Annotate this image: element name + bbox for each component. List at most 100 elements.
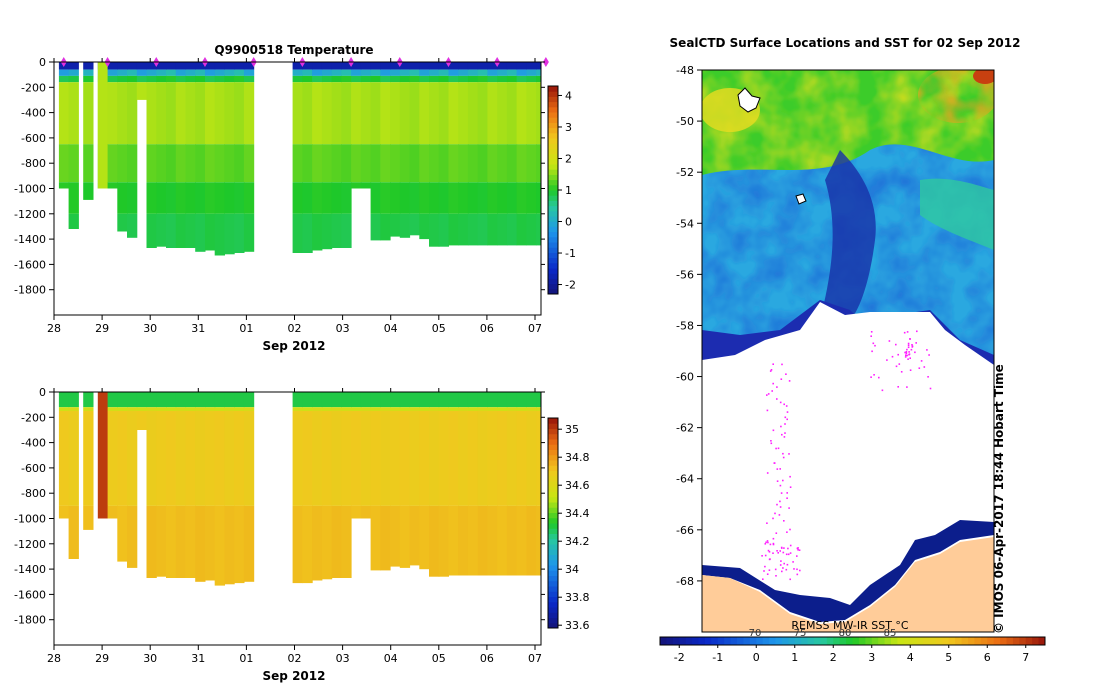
cell-1-26-0 xyxy=(360,392,372,408)
salinity-y-axis: 0 -200 -400 -600 -800 -1000 -1200 -1400 -1600 -18… xyxy=(14,386,545,627)
cell-0-39-3 xyxy=(487,82,498,145)
cell-0-6-2 xyxy=(127,75,138,83)
cell-1-43-1 xyxy=(526,407,537,411)
salCbar-seg-7 xyxy=(548,586,558,592)
cell-0-16-3 xyxy=(224,82,235,145)
cell-0-19-3 xyxy=(292,82,303,145)
sst-cbar-seg-27 xyxy=(833,637,841,645)
cell-0-38-6 xyxy=(477,213,488,246)
xtick-label-1-1: 29 xyxy=(95,652,109,665)
cell-1-0-0 xyxy=(58,392,70,408)
cell-0-40-2 xyxy=(497,75,508,83)
track-dot-117 xyxy=(872,342,875,345)
track-dot-151 xyxy=(908,353,910,356)
track-dot-29 xyxy=(775,447,777,450)
tempCbar-seg-21 xyxy=(548,179,558,186)
sst-cbar-seg-53 xyxy=(1000,637,1007,645)
cell-1-40-2 xyxy=(497,411,508,506)
cell-1-0-2 xyxy=(58,411,70,506)
salCbar-seg-22 xyxy=(548,507,558,513)
cell-0-42-4 xyxy=(516,144,527,183)
track-dot-58 xyxy=(772,537,775,540)
tempCbar-seg-8 xyxy=(548,247,558,253)
cell-0-29-3 xyxy=(390,82,401,145)
ytick-label-0-2: -400 xyxy=(21,107,46,120)
sst-cbar-label-6: 4 xyxy=(907,651,914,664)
sst-cbar-seg-15 xyxy=(756,637,764,645)
cell-0-44-5 xyxy=(536,182,541,214)
cell-1-38-0 xyxy=(477,392,488,408)
cell-1-1-0 xyxy=(68,392,79,408)
cell-0-7-2 xyxy=(136,75,148,83)
salCbar-seg-16 xyxy=(548,538,558,545)
cell-0-12-0 xyxy=(185,62,196,70)
track-dot-74 xyxy=(775,575,777,577)
track-dot-53 xyxy=(783,520,785,522)
cell-1-21-2 xyxy=(312,411,323,506)
cell-1-9-1 xyxy=(156,407,167,411)
cell-0-34-0 xyxy=(438,62,449,70)
track-dot-99 xyxy=(789,552,792,554)
salCbar-label-5: 34.6 xyxy=(565,479,590,492)
cell-0-9-5 xyxy=(156,182,167,214)
cell-0-34-1 xyxy=(438,69,449,76)
cell-0-42-2 xyxy=(516,75,527,83)
cell-0-23-0 xyxy=(331,62,342,70)
sst-cbar-seg-13 xyxy=(743,637,751,645)
cell-1-2-0 xyxy=(83,392,94,408)
cell-1-9-2 xyxy=(156,411,167,506)
cell-0-44-2 xyxy=(536,75,541,83)
salCbar-seg-25 xyxy=(548,491,558,498)
cell-0-14-5 xyxy=(205,182,216,214)
cell-1-26-1 xyxy=(360,407,372,411)
track-dot-90 xyxy=(798,549,801,551)
track-dot-149 xyxy=(907,344,910,347)
cell-0-17-3 xyxy=(234,82,245,145)
cell-0-30-3 xyxy=(399,82,411,145)
cell-1-7-2 xyxy=(136,411,148,430)
sst-cbar-seg-35 xyxy=(884,637,892,645)
sst-cbar-seg-4 xyxy=(685,637,693,645)
cell-1-35-3 xyxy=(448,505,459,576)
sst-cbar-seg-43 xyxy=(935,637,943,645)
sst-green-patch-east xyxy=(920,178,994,250)
cell-0-29-1 xyxy=(390,69,401,76)
track-dot-69 xyxy=(774,568,777,571)
sst-source-label: REMSS MW-IR SST °C xyxy=(791,619,909,632)
cell-0-43-1 xyxy=(526,69,537,76)
sst-cbar-seg-14 xyxy=(749,637,757,645)
tempCbar-seg-7 xyxy=(548,252,558,259)
cell-0-9-1 xyxy=(156,69,167,76)
cell-1-8-3 xyxy=(146,505,157,578)
cell-0-7-3 xyxy=(136,82,148,100)
cell-1-11-2 xyxy=(175,411,187,506)
cell-0-27-0 xyxy=(370,62,381,70)
track-dot-92 xyxy=(783,562,785,565)
track-dot-66 xyxy=(769,558,771,560)
tempCbar-seg-37 xyxy=(548,96,558,103)
cell-0-25-3 xyxy=(351,82,362,145)
ytick-label-0-3: -600 xyxy=(21,132,46,145)
cell-1-4-2 xyxy=(107,411,118,506)
cell-1-12-2 xyxy=(185,411,196,506)
sst-cbar-sec-label-0: 70 xyxy=(749,628,762,639)
cell-0-44-1 xyxy=(536,69,541,76)
sst-cbar-seg-59 xyxy=(1038,637,1046,645)
float-track xyxy=(761,330,932,581)
cell-0-4-5 xyxy=(107,182,118,189)
map-y-axis: -48 -50 -52 -54 -56 -58 -60 -62 -64 -66 -68 xyxy=(676,64,702,588)
cell-0-5-5 xyxy=(117,182,128,214)
cell-1-41-1 xyxy=(506,407,518,411)
cell-0-32-3 xyxy=(419,82,430,145)
cell-0-33-4 xyxy=(429,144,440,183)
tempCbar-seg-23 xyxy=(548,169,558,175)
map-ytick-label-2: -52 xyxy=(676,166,694,179)
xtick-label-1-9: 06 xyxy=(480,652,494,665)
track-dot-60 xyxy=(765,541,767,544)
cell-1-19-0 xyxy=(292,392,303,408)
track-dot-5 xyxy=(780,378,783,380)
cell-0-38-4 xyxy=(477,144,488,183)
cell-0-39-0 xyxy=(487,62,498,70)
track-dot-103 xyxy=(797,549,799,551)
track-dot-86 xyxy=(786,563,789,566)
